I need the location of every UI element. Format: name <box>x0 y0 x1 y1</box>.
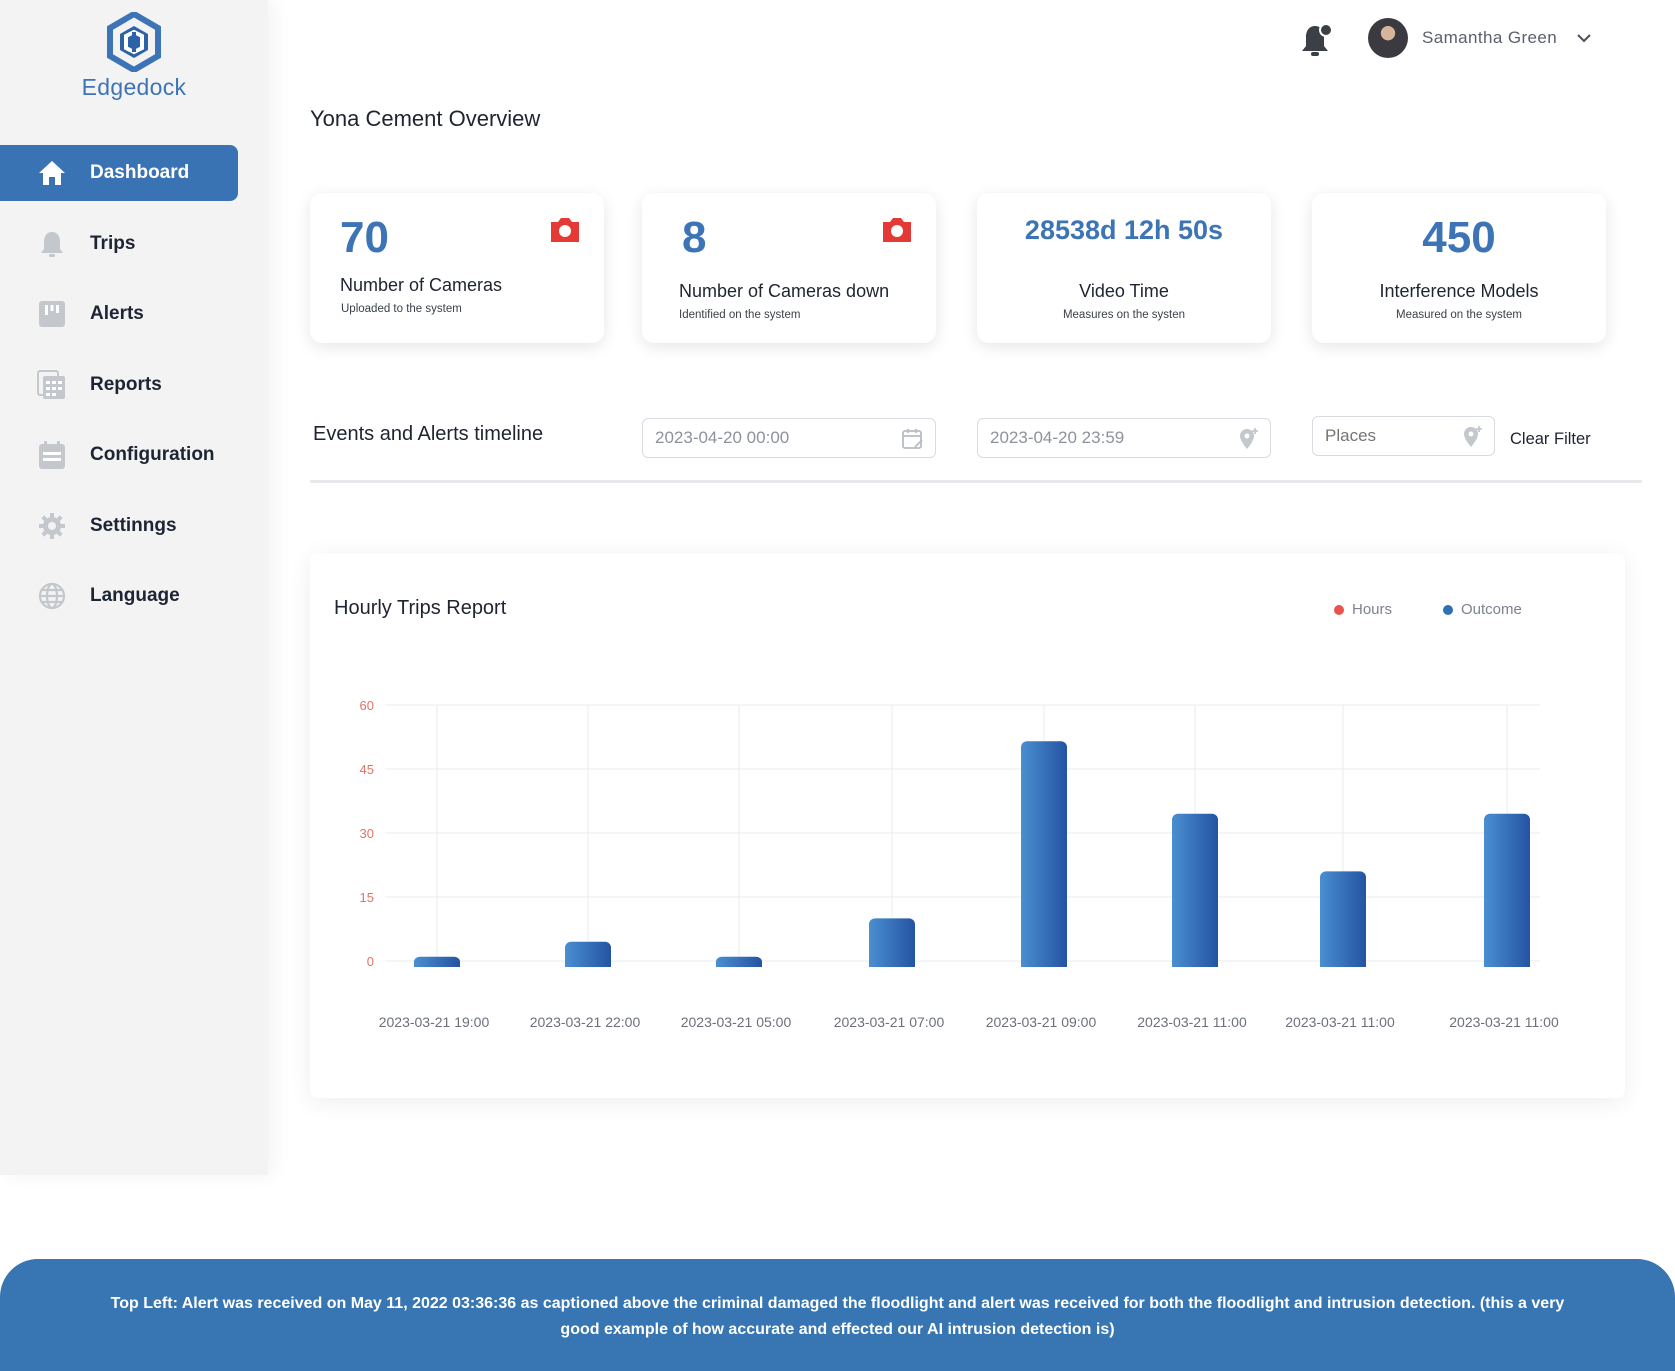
sidebar-item-label: Language <box>90 585 180 606</box>
legend-label: Outcome <box>1461 601 1522 618</box>
y-tick-label: 45 <box>360 762 374 777</box>
bar-chart: 0 15 30 45 60 2023-03-21 19:00 2023-03-21 22:0… <box>360 698 1559 1030</box>
page-title: Yona Cement Overview <box>310 106 541 131</box>
sidebar-item-settings[interactable]: Settinngs <box>0 498 238 554</box>
x-tick-label: 2023-03-21 05:00 <box>681 1014 792 1030</box>
legend-dot-hours <box>1334 604 1344 615</box>
stat-card-cameras: 70 Number of Cameras Uploaded to the sys… <box>310 193 604 343</box>
start-date-input[interactable] <box>655 428 855 448</box>
stat-value: 8 <box>682 213 707 262</box>
stat-label: Number of Cameras <box>340 275 503 295</box>
bar-base-6 <box>1320 961 1366 967</box>
start-date-field[interactable] <box>642 418 936 458</box>
user-menu[interactable]: Samantha Green <box>1368 18 1593 58</box>
caption-banner: Top Left: Alert was received on May 11, … <box>0 1259 1675 1371</box>
bar-7[interactable] <box>1484 813 1530 967</box>
location-pin-icon[interactable] <box>1236 427 1260 451</box>
stat-sub: Measures on the systen <box>1062 309 1186 321</box>
sidebar-item-label: Trips <box>90 232 136 254</box>
y-tick-label: 0 <box>367 954 374 969</box>
x-tick-label: 2023-03-21 11:00 <box>1449 1014 1559 1030</box>
sidebar-item-language[interactable]: Language <box>0 568 238 624</box>
stat-value: 450 <box>1422 213 1496 262</box>
sidebar-item-label: Alerts <box>90 303 144 324</box>
places-field[interactable] <box>1312 416 1495 456</box>
timeline-title: Events and Alerts timeline <box>313 423 544 445</box>
notification-bell-icon[interactable] <box>1300 22 1334 58</box>
stat-sub: Identified on the system <box>679 309 801 321</box>
camera-icon <box>551 218 579 242</box>
stat-sub: Measured on the system <box>1396 309 1522 321</box>
sidebar-item-label: Configuration <box>90 444 215 465</box>
stat-label: Video Time <box>1079 281 1169 301</box>
sidebar-item-configuration[interactable]: Configuration <box>0 427 238 483</box>
stat-label: Interference Models <box>1379 281 1539 301</box>
legend-label: Hours <box>1352 601 1393 618</box>
legend-outcome[interactable]: Outcome <box>1443 601 1522 618</box>
bar-base-2 <box>716 961 762 967</box>
alert-board-icon <box>36 298 68 330</box>
bar-base-1 <box>565 961 611 967</box>
brand-name: Edgedock <box>81 74 187 100</box>
bar-base-0 <box>414 961 460 967</box>
sidebar-item-trips[interactable]: Trips <box>0 216 238 272</box>
x-tick-label: 2023-03-21 07:00 <box>834 1014 945 1030</box>
bar-base-4 <box>1021 961 1067 967</box>
hourly-trips-panel: Hourly Trips Report Hours Outcome 0 15 30 4… <box>310 553 1625 1098</box>
sidebar-item-alerts[interactable]: Alerts <box>0 286 238 342</box>
sidebar-nav: Dashboard Trips Alerts Reports Configura… <box>0 145 268 639</box>
places-input[interactable] <box>1325 426 1445 446</box>
calendar-config-icon <box>36 439 68 471</box>
x-tick-label: 2023-03-21 09:00 <box>986 1014 1097 1030</box>
edgedock-cube-logo-icon <box>107 12 161 72</box>
sidebar: Edgedock Dashboard Trips Alerts Reports <box>0 0 268 1175</box>
bar-base-5 <box>1172 961 1218 967</box>
end-date-field[interactable] <box>977 418 1271 458</box>
sidebar-item-reports[interactable]: Reports <box>0 357 238 413</box>
divider <box>310 480 1642 483</box>
chart-title: Hourly Trips Report <box>334 597 507 619</box>
stat-sub: Uploaded to the system <box>341 303 462 315</box>
y-tick-label: 30 <box>360 826 374 841</box>
bar-6[interactable] <box>1320 871 1366 967</box>
stat-value: 28538d 12h 50s <box>1024 215 1224 245</box>
end-date-input[interactable] <box>990 428 1190 448</box>
y-tick-label: 15 <box>360 890 374 905</box>
globe-icon <box>36 580 68 612</box>
sidebar-item-label: Dashboard <box>90 162 190 183</box>
y-tick-label: 60 <box>360 698 374 713</box>
x-tick-label: 2023-03-21 22:00 <box>530 1014 641 1030</box>
avatar[interactable] <box>1368 18 1408 58</box>
x-tick-label: 2023-03-21 11:00 <box>1285 1014 1395 1030</box>
stat-card-video-time: 28538d 12h 50s Video Time Measures on th… <box>977 193 1271 343</box>
location-pin-icon[interactable] <box>1460 425 1484 449</box>
x-tick-label: 2023-03-21 11:00 <box>1137 1014 1247 1030</box>
bar-base-7 <box>1484 961 1530 967</box>
stat-label: Number of Cameras down <box>679 281 890 301</box>
brand-logo[interactable]: Edgedock <box>78 12 190 101</box>
user-name: Samantha Green <box>1422 28 1558 47</box>
calendar-icon[interactable] <box>901 427 925 451</box>
camera-icon <box>883 218 911 242</box>
bell-icon <box>36 228 68 260</box>
reports-icon <box>36 369 68 401</box>
legend-hours[interactable]: Hours <box>1334 601 1392 618</box>
sidebar-item-label: Settinngs <box>90 514 177 536</box>
stat-value: 70 <box>340 213 389 262</box>
stat-card-interference-models: 450 Interference Models Measured on the … <box>1312 193 1606 343</box>
sidebar-item-label: Reports <box>90 373 162 395</box>
bar-1[interactable] <box>565 941 611 967</box>
bar-5[interactable] <box>1172 813 1218 967</box>
stat-card-cameras-down: 8 Number of Cameras down Identified on t… <box>642 193 936 343</box>
x-tick-label: 2023-03-21 19:00 <box>379 1014 490 1030</box>
chevron-down-icon[interactable] <box>1575 29 1593 47</box>
bar-base-3 <box>869 961 915 967</box>
bar-3[interactable] <box>869 918 915 967</box>
gear-icon <box>36 510 68 542</box>
bar-4[interactable] <box>1021 741 1067 967</box>
home-icon <box>36 157 68 189</box>
clear-filter-button[interactable]: Clear Filter <box>1510 430 1591 448</box>
legend-dot-outcome <box>1443 604 1453 615</box>
sidebar-item-dashboard[interactable]: Dashboard <box>0 145 238 201</box>
